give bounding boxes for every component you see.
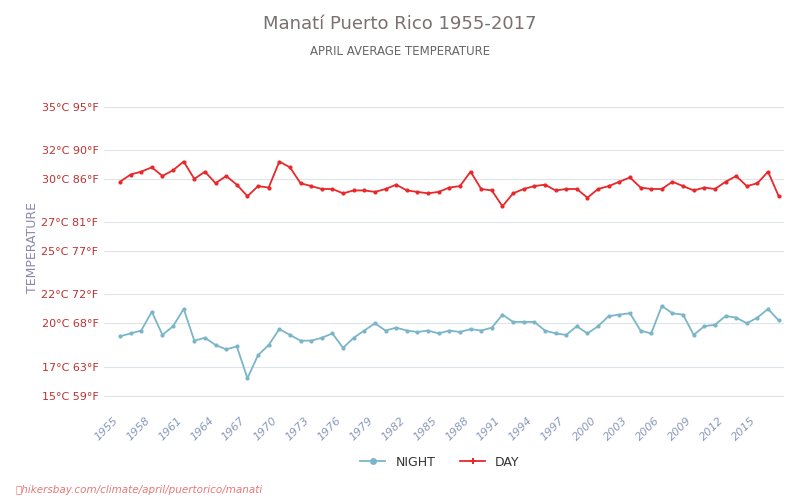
Y-axis label: TEMPERATURE: TEMPERATURE [26,202,39,293]
Legend: NIGHT, DAY: NIGHT, DAY [355,451,525,474]
Text: 📍hikersbay.com/climate/april/puertorico/manati: 📍hikersbay.com/climate/april/puertorico/… [16,485,263,495]
Text: Manatí Puerto Rico 1955-2017: Manatí Puerto Rico 1955-2017 [263,15,537,33]
Text: APRIL AVERAGE TEMPERATURE: APRIL AVERAGE TEMPERATURE [310,45,490,58]
